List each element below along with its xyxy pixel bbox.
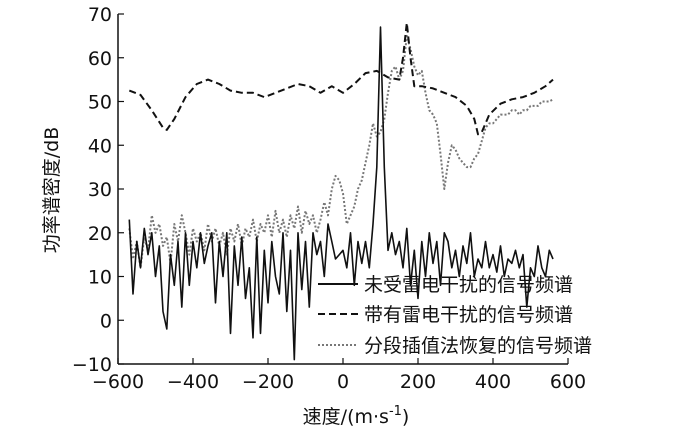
y-tick-label: 20 xyxy=(88,223,112,245)
legend: 未受雷电干扰的信号频谱 带有雷电干扰的信号频谱 分段插值法恢复的信号频谱 xyxy=(318,274,592,357)
x-tick-label: 200 xyxy=(400,371,436,393)
y-tick-label: 0 xyxy=(100,310,112,332)
y-tick-label: 60 xyxy=(88,48,112,70)
y-ticks: −10 0 10 20 30 40 50 60 70 xyxy=(72,4,124,376)
y-tick-label: 10 xyxy=(88,267,112,289)
legend-label-disturbed: 带有雷电干扰的信号频谱 xyxy=(364,304,573,326)
legend-label-undisturbed: 未受雷电干扰的信号频谱 xyxy=(364,274,573,296)
x-tick-label: −600 xyxy=(92,371,144,393)
x-ticks: −600 −400 −200 0 200 400 600 xyxy=(92,358,586,393)
legend-item-disturbed: 带有雷电干扰的信号频谱 xyxy=(318,304,573,326)
y-tick-label: 30 xyxy=(88,179,112,201)
x-tick-label: −400 xyxy=(167,371,219,393)
x-axis-title-sup: -1 xyxy=(389,404,402,419)
x-axis-title-close: ) xyxy=(402,406,409,428)
y-axis-title: 功率谱密度/dB xyxy=(41,127,63,254)
y-tick-label: 70 xyxy=(88,4,112,26)
y-tick-label: 40 xyxy=(88,135,112,157)
legend-item-undisturbed: 未受雷电干扰的信号频谱 xyxy=(318,274,573,296)
y-tick-label: −10 xyxy=(72,354,112,376)
series-line-dashed xyxy=(128,21,554,136)
x-tick-label: −200 xyxy=(242,371,294,393)
legend-label-recovered: 分段插值法恢复的信号频谱 xyxy=(364,335,592,357)
series-line-dotted xyxy=(128,34,554,269)
series-line-solid xyxy=(128,26,554,361)
y-tick-label: 50 xyxy=(88,92,112,114)
x-axis-title-main: 速度/(m·s xyxy=(303,406,389,428)
x-tick-label: 400 xyxy=(475,371,511,393)
x-tick-label: 600 xyxy=(550,371,586,393)
x-axis-title: 速度/(m·s-1) xyxy=(303,404,410,428)
legend-item-recovered: 分段插值法恢复的信号频谱 xyxy=(318,335,592,357)
axes: −10 0 10 20 30 40 50 60 70 −600 −400 −200 0 200 400 60… xyxy=(72,4,586,393)
x-tick-label: 0 xyxy=(337,371,349,393)
plot-lines xyxy=(128,21,554,361)
